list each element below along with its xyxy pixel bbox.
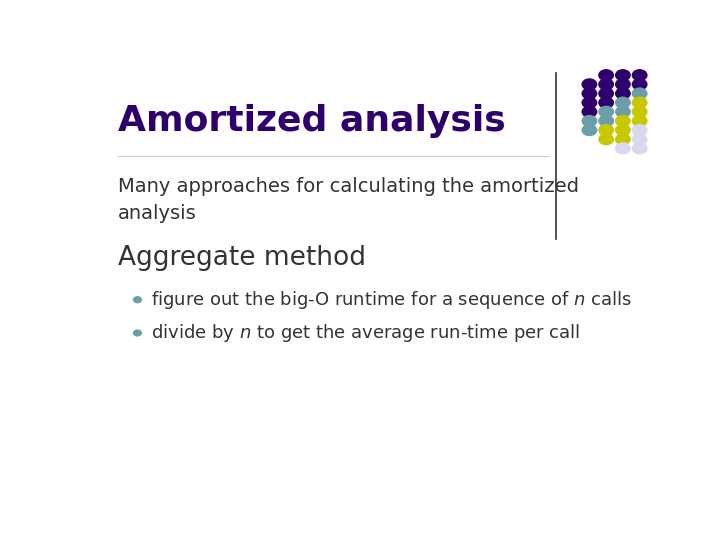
Circle shape bbox=[616, 143, 630, 154]
Circle shape bbox=[582, 106, 597, 117]
Circle shape bbox=[599, 134, 613, 145]
Circle shape bbox=[632, 97, 647, 108]
Circle shape bbox=[616, 70, 630, 80]
Circle shape bbox=[599, 88, 613, 99]
Circle shape bbox=[632, 116, 647, 126]
Circle shape bbox=[599, 97, 613, 108]
Circle shape bbox=[632, 134, 647, 145]
Circle shape bbox=[632, 143, 647, 154]
Circle shape bbox=[599, 70, 613, 80]
Circle shape bbox=[632, 106, 647, 117]
Circle shape bbox=[616, 116, 630, 126]
Circle shape bbox=[133, 330, 141, 336]
Circle shape bbox=[616, 134, 630, 145]
Circle shape bbox=[632, 79, 647, 90]
Circle shape bbox=[616, 106, 630, 117]
Circle shape bbox=[582, 116, 597, 126]
Circle shape bbox=[632, 88, 647, 99]
Circle shape bbox=[599, 125, 613, 136]
Circle shape bbox=[616, 125, 630, 136]
Circle shape bbox=[616, 88, 630, 99]
Circle shape bbox=[582, 79, 597, 90]
Circle shape bbox=[599, 79, 613, 90]
Text: figure out the big-O runtime for a sequence of $n$ calls: figure out the big-O runtime for a seque… bbox=[151, 289, 632, 310]
Circle shape bbox=[616, 97, 630, 108]
Text: Many approaches for calculating the amortized
analysis: Many approaches for calculating the amor… bbox=[118, 177, 579, 222]
Circle shape bbox=[582, 97, 597, 108]
Circle shape bbox=[599, 116, 613, 126]
Circle shape bbox=[632, 125, 647, 136]
Circle shape bbox=[582, 125, 597, 136]
Circle shape bbox=[133, 297, 141, 302]
Circle shape bbox=[582, 88, 597, 99]
Circle shape bbox=[599, 106, 613, 117]
Text: Aggregate method: Aggregate method bbox=[118, 245, 366, 271]
Text: divide by $n$ to get the average run-time per call: divide by $n$ to get the average run-tim… bbox=[151, 322, 580, 344]
Text: Amortized analysis: Amortized analysis bbox=[118, 104, 505, 138]
Circle shape bbox=[632, 70, 647, 80]
Circle shape bbox=[616, 79, 630, 90]
